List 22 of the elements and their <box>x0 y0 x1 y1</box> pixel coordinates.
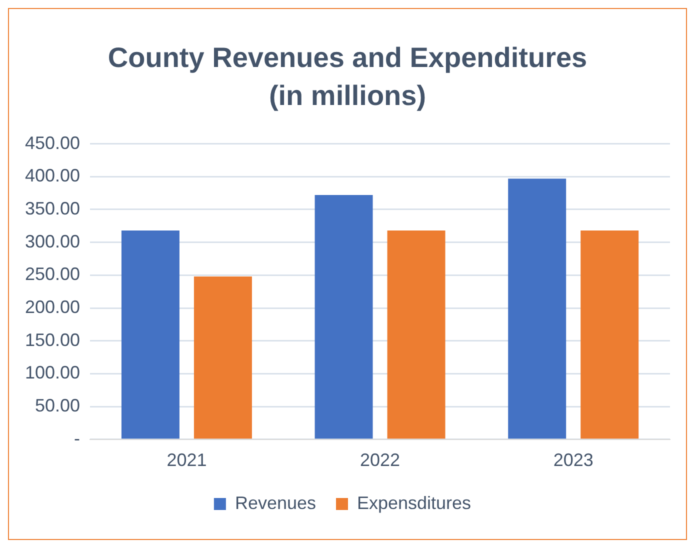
x-tick-label: 2022 <box>360 450 400 470</box>
bar <box>121 230 180 439</box>
bar <box>387 230 446 439</box>
y-tick-label: 150.00 <box>24 330 80 350</box>
x-tick-label: 2023 <box>553 450 594 470</box>
y-tick-label: 400.00 <box>24 166 80 186</box>
y-tick-label: 50.00 <box>35 396 80 416</box>
bar <box>508 178 566 439</box>
y-tick-label: 300.00 <box>24 231 80 252</box>
y-tick-label: 200.00 <box>24 296 80 317</box>
y-tick-label: 350.00 <box>24 198 80 218</box>
legend-label: Revenues <box>234 492 316 513</box>
chart-title: County Revenues and Expenditures (in millions) <box>106 41 588 113</box>
y-tick-label: 250.00 <box>24 264 80 284</box>
legend-label: Expensditures <box>356 492 472 513</box>
y-tick-label: 450.00 <box>24 132 80 153</box>
y-tick-label: 100.00 <box>24 362 80 383</box>
y-tick-label: - <box>74 428 80 448</box>
x-tick-label: 2021 <box>166 450 207 470</box>
bar <box>580 230 639 439</box>
bar <box>314 195 373 439</box>
bar <box>194 276 252 439</box>
